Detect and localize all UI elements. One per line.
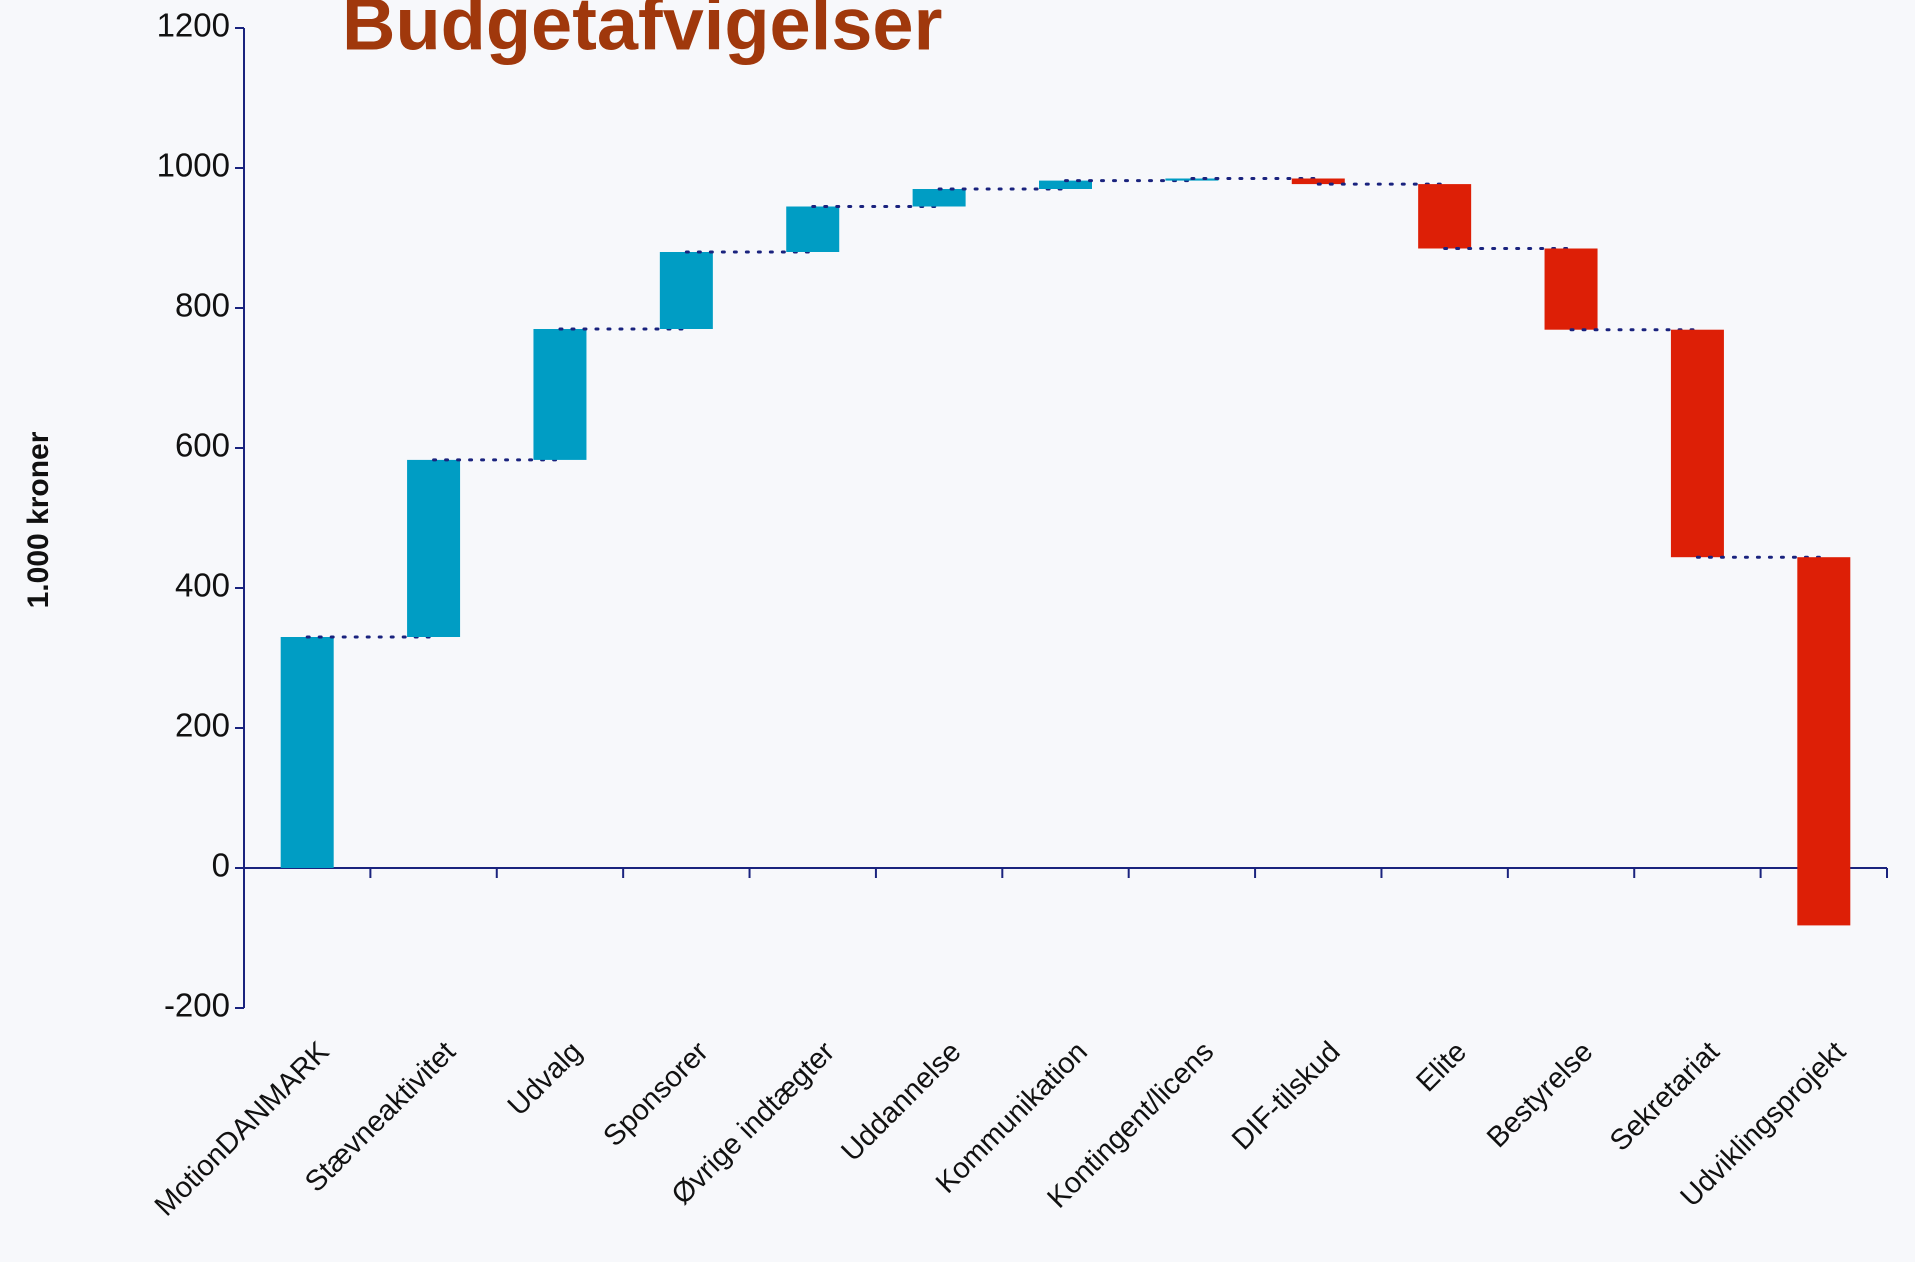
y-tick-label: 1000 — [157, 147, 230, 184]
bar — [1418, 184, 1471, 248]
bar — [407, 460, 460, 637]
y-tick-label: 0 — [212, 847, 230, 884]
bar — [786, 207, 839, 253]
bar — [533, 329, 586, 460]
bar — [913, 189, 966, 207]
y-tick-label: 800 — [175, 287, 230, 324]
chart-title: Budgetafvigelser — [342, 0, 942, 66]
bar — [660, 252, 713, 329]
bar — [1671, 330, 1724, 558]
bar — [1545, 249, 1598, 330]
y-tick-label: 600 — [175, 427, 230, 464]
bar — [1797, 557, 1850, 925]
y-axis-label: 1.000 kroner — [22, 431, 55, 608]
y-tick-label: -200 — [164, 987, 230, 1024]
y-tick-label: 200 — [175, 707, 230, 744]
y-tick-label: 400 — [175, 567, 230, 604]
chart: Budgetafvigelser 1.000 kroner -200 0 200 40… — [0, 0, 1915, 1262]
y-tick-label: 1200 — [157, 7, 230, 44]
bar — [281, 637, 334, 868]
